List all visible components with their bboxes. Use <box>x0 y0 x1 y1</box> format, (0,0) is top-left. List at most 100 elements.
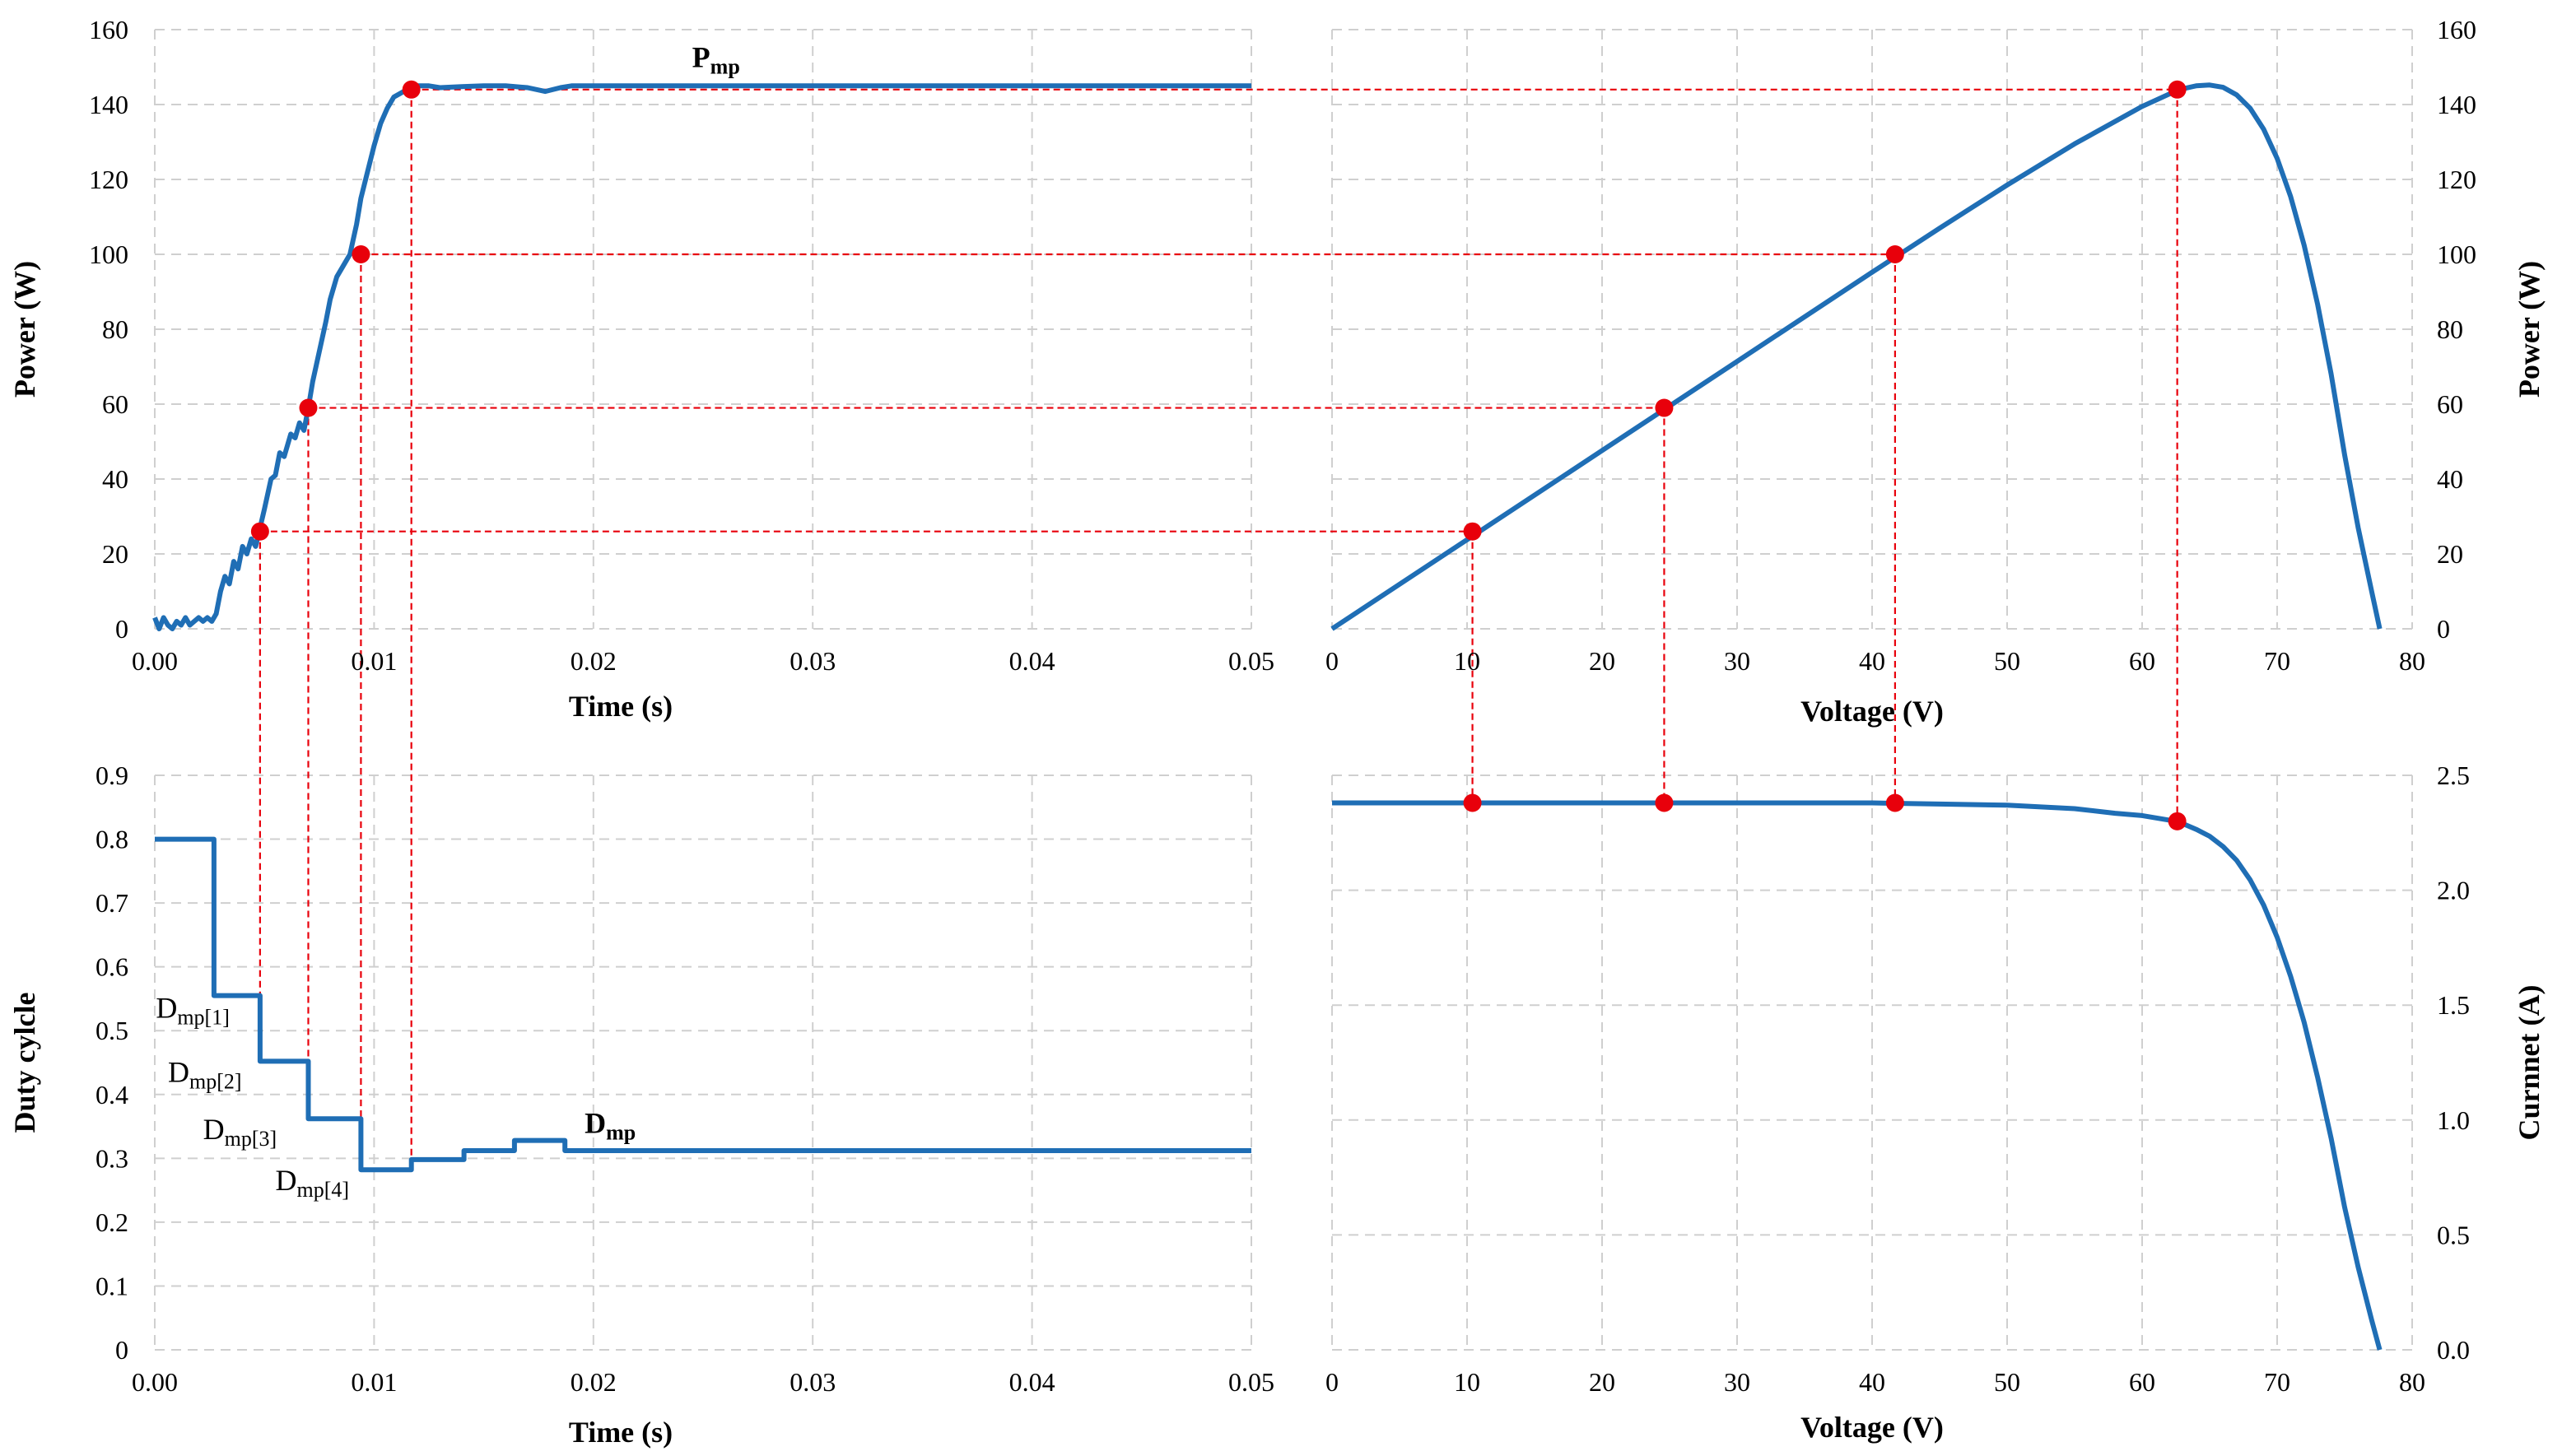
bl-y-tick-label: 0.1 <box>95 1271 128 1300</box>
br-x-tick-label: 70 <box>2264 1367 2290 1397</box>
tr-y-tick-label: 80 <box>2437 314 2463 344</box>
tr-x-tick-label: 20 <box>1589 646 1615 676</box>
br-mpp-marker <box>2168 812 2187 830</box>
annotation-main: D <box>585 1106 606 1139</box>
bl-y-tick-label: 0.9 <box>95 761 128 790</box>
bl-annotation: Dmp[2] <box>168 1055 242 1093</box>
tr-x-tick-label: 80 <box>2399 646 2425 676</box>
bl-annotation: Dmp[1] <box>156 992 230 1030</box>
tr-y-tick-label: 40 <box>2437 464 2463 494</box>
annotation-subscript: mp[1] <box>177 1006 230 1030</box>
tr-x-tick-label: 70 <box>2264 646 2290 676</box>
guide-lines-layer <box>259 88 2178 1170</box>
annotation-main: D <box>156 992 177 1025</box>
tr-y-axis-title: Power (W) <box>2513 261 2546 398</box>
br-mpp-marker <box>1463 793 1482 812</box>
tl-x-tick-label: 0.02 <box>571 646 617 676</box>
tl-mpp-marker <box>352 245 370 263</box>
labels-layer: 0.00 0.01 0.02 0.03 0.04 0.050204060801001201… <box>8 15 2546 1449</box>
tl-y-axis-title: Power (W) <box>8 261 41 398</box>
br-y-tick-label: 1.0 <box>2437 1105 2470 1135</box>
bl-x-tick-label: 0.05 <box>1228 1367 1274 1397</box>
bl-x-tick-label: 0.00 <box>132 1367 178 1397</box>
tr-y-tick-label: 60 <box>2437 389 2463 419</box>
bl-y-tick-label: 0 <box>115 1335 128 1365</box>
br-y-tick-label: 1.5 <box>2437 990 2470 1020</box>
bl-y-tick-label: 0.5 <box>95 1016 128 1045</box>
tr-mpp-marker <box>2168 80 2187 99</box>
tr-mpp-marker <box>1885 245 1904 263</box>
annotation-main: P <box>692 41 710 74</box>
tl-y-tick-label: 0 <box>115 614 128 644</box>
annotation-subscript: mp[4] <box>297 1178 350 1202</box>
tl-y-tick-label: 60 <box>102 389 128 419</box>
bl-annotation: Dmp[3] <box>203 1113 277 1151</box>
bl-y-tick-label: 0.8 <box>95 825 128 854</box>
annotation-main: D <box>276 1164 297 1197</box>
tr-x-tick-label: 10 <box>1454 646 1480 676</box>
tr-series-line <box>1330 82 2383 631</box>
bl-x-tick-label: 0.04 <box>1009 1367 1055 1397</box>
bl-y-tick-label: 0.6 <box>95 952 128 982</box>
tl-y-tick-label: 20 <box>102 539 128 569</box>
tr-y-tick-label: 160 <box>2437 15 2476 44</box>
br-y-tick-label: 2.5 <box>2437 761 2470 790</box>
curves-layer <box>152 82 2383 1351</box>
tl-x-tick-label: 0.03 <box>790 646 836 676</box>
tr-y-tick-label: 20 <box>2437 539 2463 569</box>
tr-x-tick-label: 0 <box>1325 646 1339 676</box>
tl-mpp-marker <box>402 80 421 99</box>
br-x-tick-label: 50 <box>1994 1367 2020 1397</box>
br-series-line <box>1332 800 2383 1351</box>
br-x-tick-label: 40 <box>1859 1367 1885 1397</box>
tr-y-tick-label: 140 <box>2437 90 2476 119</box>
bl-x-tick-label: 0.02 <box>571 1367 617 1397</box>
bl-x-tick-label: 0.03 <box>790 1367 836 1397</box>
bl-x-tick-label: 0.01 <box>351 1367 397 1397</box>
tr-mpp-marker <box>1463 522 1482 541</box>
br-x-tick-label: 10 <box>1454 1367 1480 1397</box>
tl-y-tick-label: 160 <box>89 15 128 44</box>
br-mpp-marker <box>1655 793 1674 812</box>
tl-series-line <box>152 83 1251 631</box>
tl-y-tick-label: 100 <box>89 240 128 269</box>
br-mpp-marker <box>1885 793 1904 812</box>
annotation-subscript: mp <box>710 55 740 79</box>
tl-mpp-marker <box>250 522 269 541</box>
tr-mpp-marker <box>1655 398 1674 417</box>
br-x-tick-label: 30 <box>1724 1367 1750 1397</box>
bl-y-axis-title: Duty cylcle <box>8 993 41 1133</box>
tl-x-tick-label: 0.01 <box>351 646 397 676</box>
tl-annotation: Pmp <box>692 41 740 79</box>
br-x-tick-label: 60 <box>2129 1367 2155 1397</box>
annotation-subscript: mp <box>606 1120 636 1144</box>
bl-y-tick-label: 0.4 <box>95 1080 128 1109</box>
tl-y-tick-label: 80 <box>102 314 128 344</box>
bl-annotation: Dmp <box>585 1106 636 1144</box>
tr-y-tick-label: 100 <box>2437 240 2476 269</box>
bl-y-tick-label: 0.3 <box>95 1143 128 1173</box>
tl-x-tick-label: 0.04 <box>1009 646 1055 676</box>
br-y-tick-label: 0.5 <box>2437 1220 2470 1249</box>
tr-x-tick-label: 60 <box>2129 646 2155 676</box>
bl-y-tick-label: 0.7 <box>95 888 128 918</box>
annotation-subscript: mp[3] <box>225 1127 277 1151</box>
bl-series-line <box>155 836 1251 1173</box>
annotation-main: D <box>168 1055 189 1088</box>
tl-x-tick-label: 0.05 <box>1228 646 1274 676</box>
tl-x-tick-label: 0.00 <box>132 646 178 676</box>
tl-y-tick-label: 140 <box>89 90 128 119</box>
annotation-subscript: mp[2] <box>189 1069 242 1093</box>
tl-y-tick-label: 120 <box>89 165 128 194</box>
bl-annotation: Dmp[4] <box>276 1164 350 1202</box>
br-x-axis-title: Voltage (V) <box>1800 1411 1944 1444</box>
bl-y-tick-label: 0.2 <box>95 1207 128 1237</box>
tl-y-tick-label: 40 <box>102 464 128 494</box>
tr-y-tick-label: 120 <box>2437 165 2476 194</box>
br-x-tick-label: 20 <box>1589 1367 1615 1397</box>
br-y-tick-label: 2.0 <box>2437 876 2470 905</box>
tr-x-tick-label: 30 <box>1724 646 1750 676</box>
grid-layer <box>154 29 2413 1351</box>
annotation-main: D <box>203 1113 225 1146</box>
